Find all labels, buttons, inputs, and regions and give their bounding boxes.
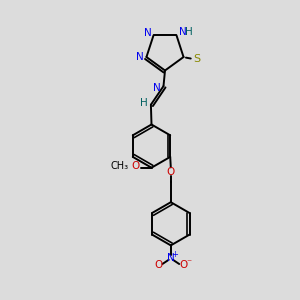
Text: O: O bbox=[167, 167, 175, 177]
Text: O: O bbox=[131, 161, 139, 172]
Text: CH₃: CH₃ bbox=[111, 161, 129, 172]
Text: N: N bbox=[144, 28, 152, 38]
Text: N: N bbox=[153, 82, 161, 93]
Text: O: O bbox=[154, 260, 162, 270]
Text: O: O bbox=[179, 260, 188, 270]
Text: H: H bbox=[185, 27, 193, 37]
Text: N: N bbox=[179, 27, 187, 37]
Text: S: S bbox=[193, 53, 200, 64]
Text: H: H bbox=[140, 98, 148, 109]
Text: N: N bbox=[167, 253, 175, 263]
Text: N: N bbox=[136, 52, 144, 62]
Text: +: + bbox=[172, 250, 178, 259]
Text: ⁻: ⁻ bbox=[186, 258, 191, 268]
